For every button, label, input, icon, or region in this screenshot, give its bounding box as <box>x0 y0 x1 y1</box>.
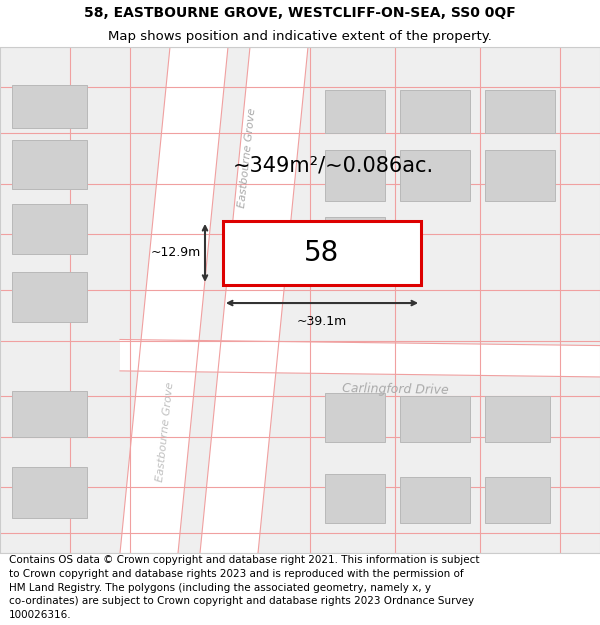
Text: ~39.1m: ~39.1m <box>297 315 347 328</box>
Text: Contains OS data © Crown copyright and database right 2021. This information is : Contains OS data © Crown copyright and d… <box>9 555 479 565</box>
Text: 100026316.: 100026316. <box>9 610 71 620</box>
Bar <box>485 396 550 442</box>
Bar <box>12 391 87 437</box>
Bar <box>223 221 421 285</box>
Bar <box>12 140 87 189</box>
Polygon shape <box>120 47 228 553</box>
Bar <box>325 150 385 201</box>
Text: 58, EASTBOURNE GROVE, WESTCLIFF-ON-SEA, SS0 0QF: 58, EASTBOURNE GROVE, WESTCLIFF-ON-SEA, … <box>84 6 516 20</box>
Polygon shape <box>200 47 308 553</box>
Bar <box>485 478 550 522</box>
Text: co-ordinates) are subject to Crown copyright and database rights 2023 Ordnance S: co-ordinates) are subject to Crown copyr… <box>9 596 474 606</box>
Bar <box>325 91 385 133</box>
Bar <box>400 150 470 201</box>
Text: 58: 58 <box>304 239 340 267</box>
Text: ~12.9m: ~12.9m <box>151 246 201 259</box>
Bar <box>485 91 555 133</box>
Polygon shape <box>120 339 600 377</box>
Bar <box>325 217 385 268</box>
Bar <box>325 474 385 522</box>
Bar <box>400 478 470 522</box>
Bar <box>12 272 87 322</box>
Text: Eastbourne Grove: Eastbourne Grove <box>237 108 257 209</box>
Text: Carlingford Drive: Carlingford Drive <box>341 382 448 396</box>
Text: Eastbourne Grove: Eastbourne Grove <box>155 381 175 482</box>
Bar <box>12 467 87 518</box>
Text: to Crown copyright and database rights 2023 and is reproduced with the permissio: to Crown copyright and database rights 2… <box>9 569 464 579</box>
Text: ~349m²/~0.086ac.: ~349m²/~0.086ac. <box>233 156 434 176</box>
Bar <box>400 396 470 442</box>
Text: HM Land Registry. The polygons (including the associated geometry, namely x, y: HM Land Registry. The polygons (includin… <box>9 582 431 592</box>
Bar <box>12 204 87 254</box>
Text: Map shows position and indicative extent of the property.: Map shows position and indicative extent… <box>108 30 492 43</box>
Bar <box>12 86 87 128</box>
Bar <box>400 91 470 133</box>
Bar <box>485 150 555 201</box>
Bar <box>325 393 385 442</box>
